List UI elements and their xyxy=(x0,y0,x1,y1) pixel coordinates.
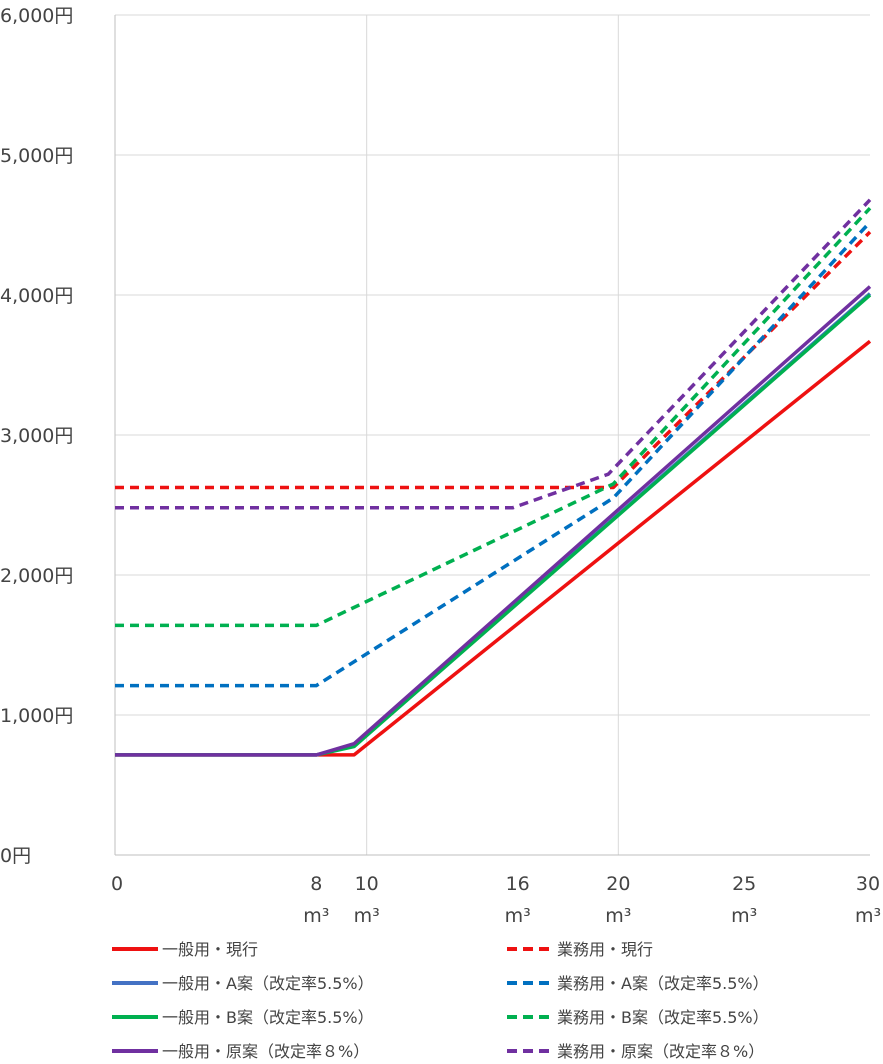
series-line-0 xyxy=(115,339,872,757)
y-tick-label-6: 6,000円 xyxy=(0,5,73,27)
x-tick-unit-6: m³ xyxy=(855,905,881,927)
series-line-7 xyxy=(115,198,872,510)
x-tick-label-6: 30 xyxy=(856,873,880,895)
y-tick-labels: 0円 1,000円 2,000円 3,000円 4,000円 5,000円 6,000円 xyxy=(0,5,73,867)
legend-label-4: 一般用・B案（改定率5.5%） xyxy=(162,1008,374,1027)
y-tick-label-1: 1,000円 xyxy=(0,705,73,727)
x-tick-label-2: 10 xyxy=(355,873,379,895)
x-tick-unit-1: m³ xyxy=(303,905,329,927)
series-line-5 xyxy=(115,207,872,628)
x-tick-unit-2: m³ xyxy=(354,905,380,927)
series-line-6 xyxy=(115,285,872,757)
legend-label-1: 業務用・現行 xyxy=(557,940,653,959)
series-line-3 xyxy=(115,221,872,688)
x-tick-label-5: 25 xyxy=(732,873,756,895)
x-tick-label-3: 16 xyxy=(506,873,530,895)
legend-label-7: 業務用・原案（改定率８%） xyxy=(557,1042,764,1061)
y-tick-label-0: 0円 xyxy=(0,845,31,867)
y-tick-label-5: 5,000円 xyxy=(0,145,73,167)
series-lines xyxy=(115,198,872,757)
x-tick-label-0: 0 xyxy=(111,873,123,895)
y-tick-label-2: 2,000円 xyxy=(0,565,73,587)
legend-label-5: 業務用・B案（改定率5.5%） xyxy=(557,1008,769,1027)
legend-label-3: 業務用・A案（改定率5.5%） xyxy=(557,974,769,993)
x-tick-labels: 0 8 m³ 10 m³ 16 m³ 20 m³ 25 m³ 30 m³ xyxy=(111,873,881,927)
y-tick-label-4: 4,000円 xyxy=(0,285,73,307)
series-line-1 xyxy=(115,230,872,490)
x-tick-unit-4: m³ xyxy=(605,905,631,927)
axes xyxy=(114,15,870,856)
y-tick-label-3: 3,000円 xyxy=(0,425,73,447)
x-tick-unit-5: m³ xyxy=(731,905,757,927)
legend-label-6: 一般用・原案（改定率８%） xyxy=(162,1042,369,1061)
legend-label-2: 一般用・A案（改定率5.5%） xyxy=(162,974,374,993)
legend-label-0: 一般用・現行 xyxy=(162,940,258,959)
x-tick-label-1: 8 xyxy=(310,873,322,895)
x-tick-label-4: 20 xyxy=(606,873,630,895)
x-tick-unit-3: m³ xyxy=(505,905,531,927)
gridlines xyxy=(115,14,870,855)
